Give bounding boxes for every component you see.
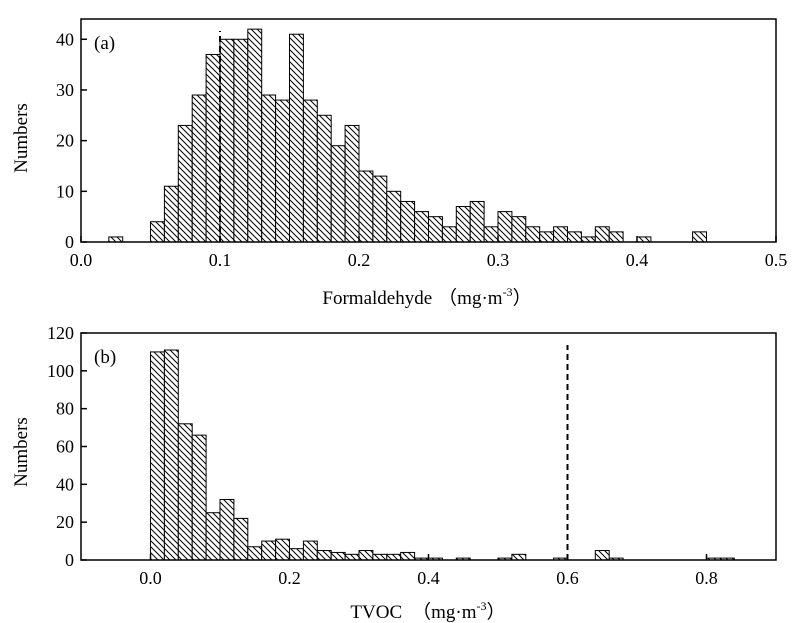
formaldehyde-bar: [608, 231, 624, 243]
formaldehyde-bar: [289, 33, 304, 243]
tvoc-y-tick-label: 80: [56, 399, 74, 419]
formaldehyde-bar: [441, 226, 457, 243]
tvoc-bar: [275, 538, 291, 561]
formaldehyde-bar: [358, 170, 374, 243]
formaldehyde-bar: [636, 236, 652, 243]
tvoc-y-ticks: 0 20 40 60 80 100 120: [47, 323, 87, 570]
tvoc-bar: [372, 553, 388, 561]
tvoc-x-tick-label: 0.0: [139, 568, 162, 588]
tvoc-x-tick-label: 0.6: [556, 568, 579, 588]
formaldehyde-bar: [469, 200, 485, 243]
formaldehyde-y-tick-label: 0: [65, 232, 74, 252]
tvoc-x-tick-label: 0.2: [278, 568, 301, 588]
tvoc-bar: [219, 498, 235, 561]
tvoc-y-tick-label: 40: [56, 474, 74, 494]
tvoc-x-ticks: 0.0 0.2 0.4 0.6 0.8: [139, 554, 718, 588]
tvoc-bar: [177, 423, 193, 561]
tvoc-y-tick-label: 20: [56, 512, 74, 532]
tvoc-bar: [302, 540, 318, 561]
formaldehyde-y-tick-label: 40: [56, 29, 74, 49]
formaldehyde-y-axis-title: Numbers: [11, 103, 32, 173]
formaldehyde-bar: [525, 226, 541, 243]
formaldehyde-bar: [205, 53, 221, 243]
tvoc-y-tick-label: 100: [47, 361, 74, 381]
tvoc-x-tick-label: 0.4: [417, 568, 440, 588]
formaldehyde-bar: [275, 99, 291, 243]
tvoc-bar: [261, 540, 277, 561]
tvoc-bar: [386, 553, 402, 561]
tvoc-bar: [316, 550, 332, 561]
tvoc-bar: [330, 551, 346, 561]
formaldehyde-bar: [108, 236, 124, 243]
tvoc-y-axis-title: Numbers: [11, 417, 32, 487]
formaldehyde-bar: [428, 216, 443, 243]
formaldehyde-bar: [594, 226, 610, 243]
formaldehyde-histogram-panel: 0.0 0.1 0.2 0.3 0.4 0.5 0 10 20 30 40 (a) Formald…: [11, 18, 788, 309]
formaldehyde-bar: [483, 226, 499, 243]
tvoc-bar: [150, 351, 165, 561]
formaldehyde-bar: [386, 190, 402, 243]
formaldehyde-bar: [191, 94, 207, 243]
formaldehyde-x-tick-label: 0.5: [765, 250, 788, 270]
tvoc-y-tick-label: 0: [65, 550, 74, 570]
formaldehyde-y-tick-label: 20: [56, 131, 74, 151]
tvoc-bar: [289, 548, 304, 561]
formaldehyde-bar: [567, 231, 582, 243]
formaldehyde-bar: [247, 28, 263, 243]
panel-label-b: (b): [94, 347, 116, 368]
tvoc-bar: [594, 550, 610, 561]
formaldehyde-bars: [108, 28, 707, 243]
formaldehyde-bar: [414, 211, 430, 243]
formaldehyde-x-tick-label: 0.2: [348, 250, 371, 270]
formaldehyde-bar: [316, 114, 332, 243]
tvoc-x-tick-label: 0.8: [695, 568, 718, 588]
tvoc-y-tick-label: 60: [56, 437, 74, 457]
formaldehyde-y-tick-label: 10: [56, 181, 74, 201]
tvoc-bar: [511, 553, 527, 561]
formaldehyde-bar: [344, 124, 360, 243]
tvoc-bar: [344, 553, 360, 561]
tvoc-bar: [233, 517, 249, 561]
panel-label-a: (a): [94, 33, 115, 54]
tvoc-bar: [163, 349, 179, 561]
tvoc-x-axis-title: TVOC （mg·m-3）: [350, 599, 505, 623]
tvoc-histogram-panel: 0.0 0.2 0.4 0.6 0.8 0 20 40 60 80 100 120 (b) TVOC…: [11, 323, 777, 623]
formaldehyde-x-tick-label: 0.4: [626, 250, 649, 270]
formaldehyde-bar: [302, 99, 318, 243]
formaldehyde-bar: [233, 38, 249, 243]
formaldehyde-bar: [511, 216, 527, 243]
formaldehyde-x-tick-label: 0.0: [70, 250, 93, 270]
formaldehyde-x-tick-label: 0.1: [209, 250, 232, 270]
formaldehyde-bar: [163, 185, 179, 243]
formaldehyde-y-tick-label: 30: [56, 80, 74, 100]
formaldehyde-x-axis-title: Formaldehyde （mg·m-3）: [322, 285, 531, 309]
tvoc-bar: [191, 434, 207, 561]
formaldehyde-x-tick-label: 0.3: [487, 250, 510, 270]
formaldehyde-plot-frame: [80, 18, 777, 243]
tvoc-bars: [150, 349, 735, 561]
formaldehyde-x-ticks: 0.0 0.1 0.2 0.3 0.4 0.5: [70, 236, 788, 270]
formaldehyde-bar: [150, 221, 165, 243]
formaldehyde-bar: [692, 231, 707, 243]
formaldehyde-bar: [219, 38, 235, 243]
tvoc-y-tick-label: 120: [47, 323, 74, 343]
formaldehyde-bar: [580, 236, 596, 243]
formaldehyde-y-ticks: 0 10 20 30 40: [56, 29, 87, 252]
formaldehyde-bar: [330, 145, 346, 243]
formaldehyde-bar: [261, 94, 277, 243]
formaldehyde-bar: [177, 124, 193, 243]
formaldehyde-bar: [539, 231, 555, 243]
tvoc-bar: [205, 512, 221, 561]
tvoc-bar: [400, 551, 416, 561]
tvoc-bar: [358, 550, 374, 561]
formaldehyde-bar: [455, 206, 471, 243]
formaldehyde-bar: [372, 175, 388, 243]
formaldehyde-bar: [400, 200, 416, 243]
tvoc-bar: [247, 546, 263, 561]
formaldehyde-bar: [553, 226, 568, 243]
formaldehyde-bar: [497, 211, 513, 243]
